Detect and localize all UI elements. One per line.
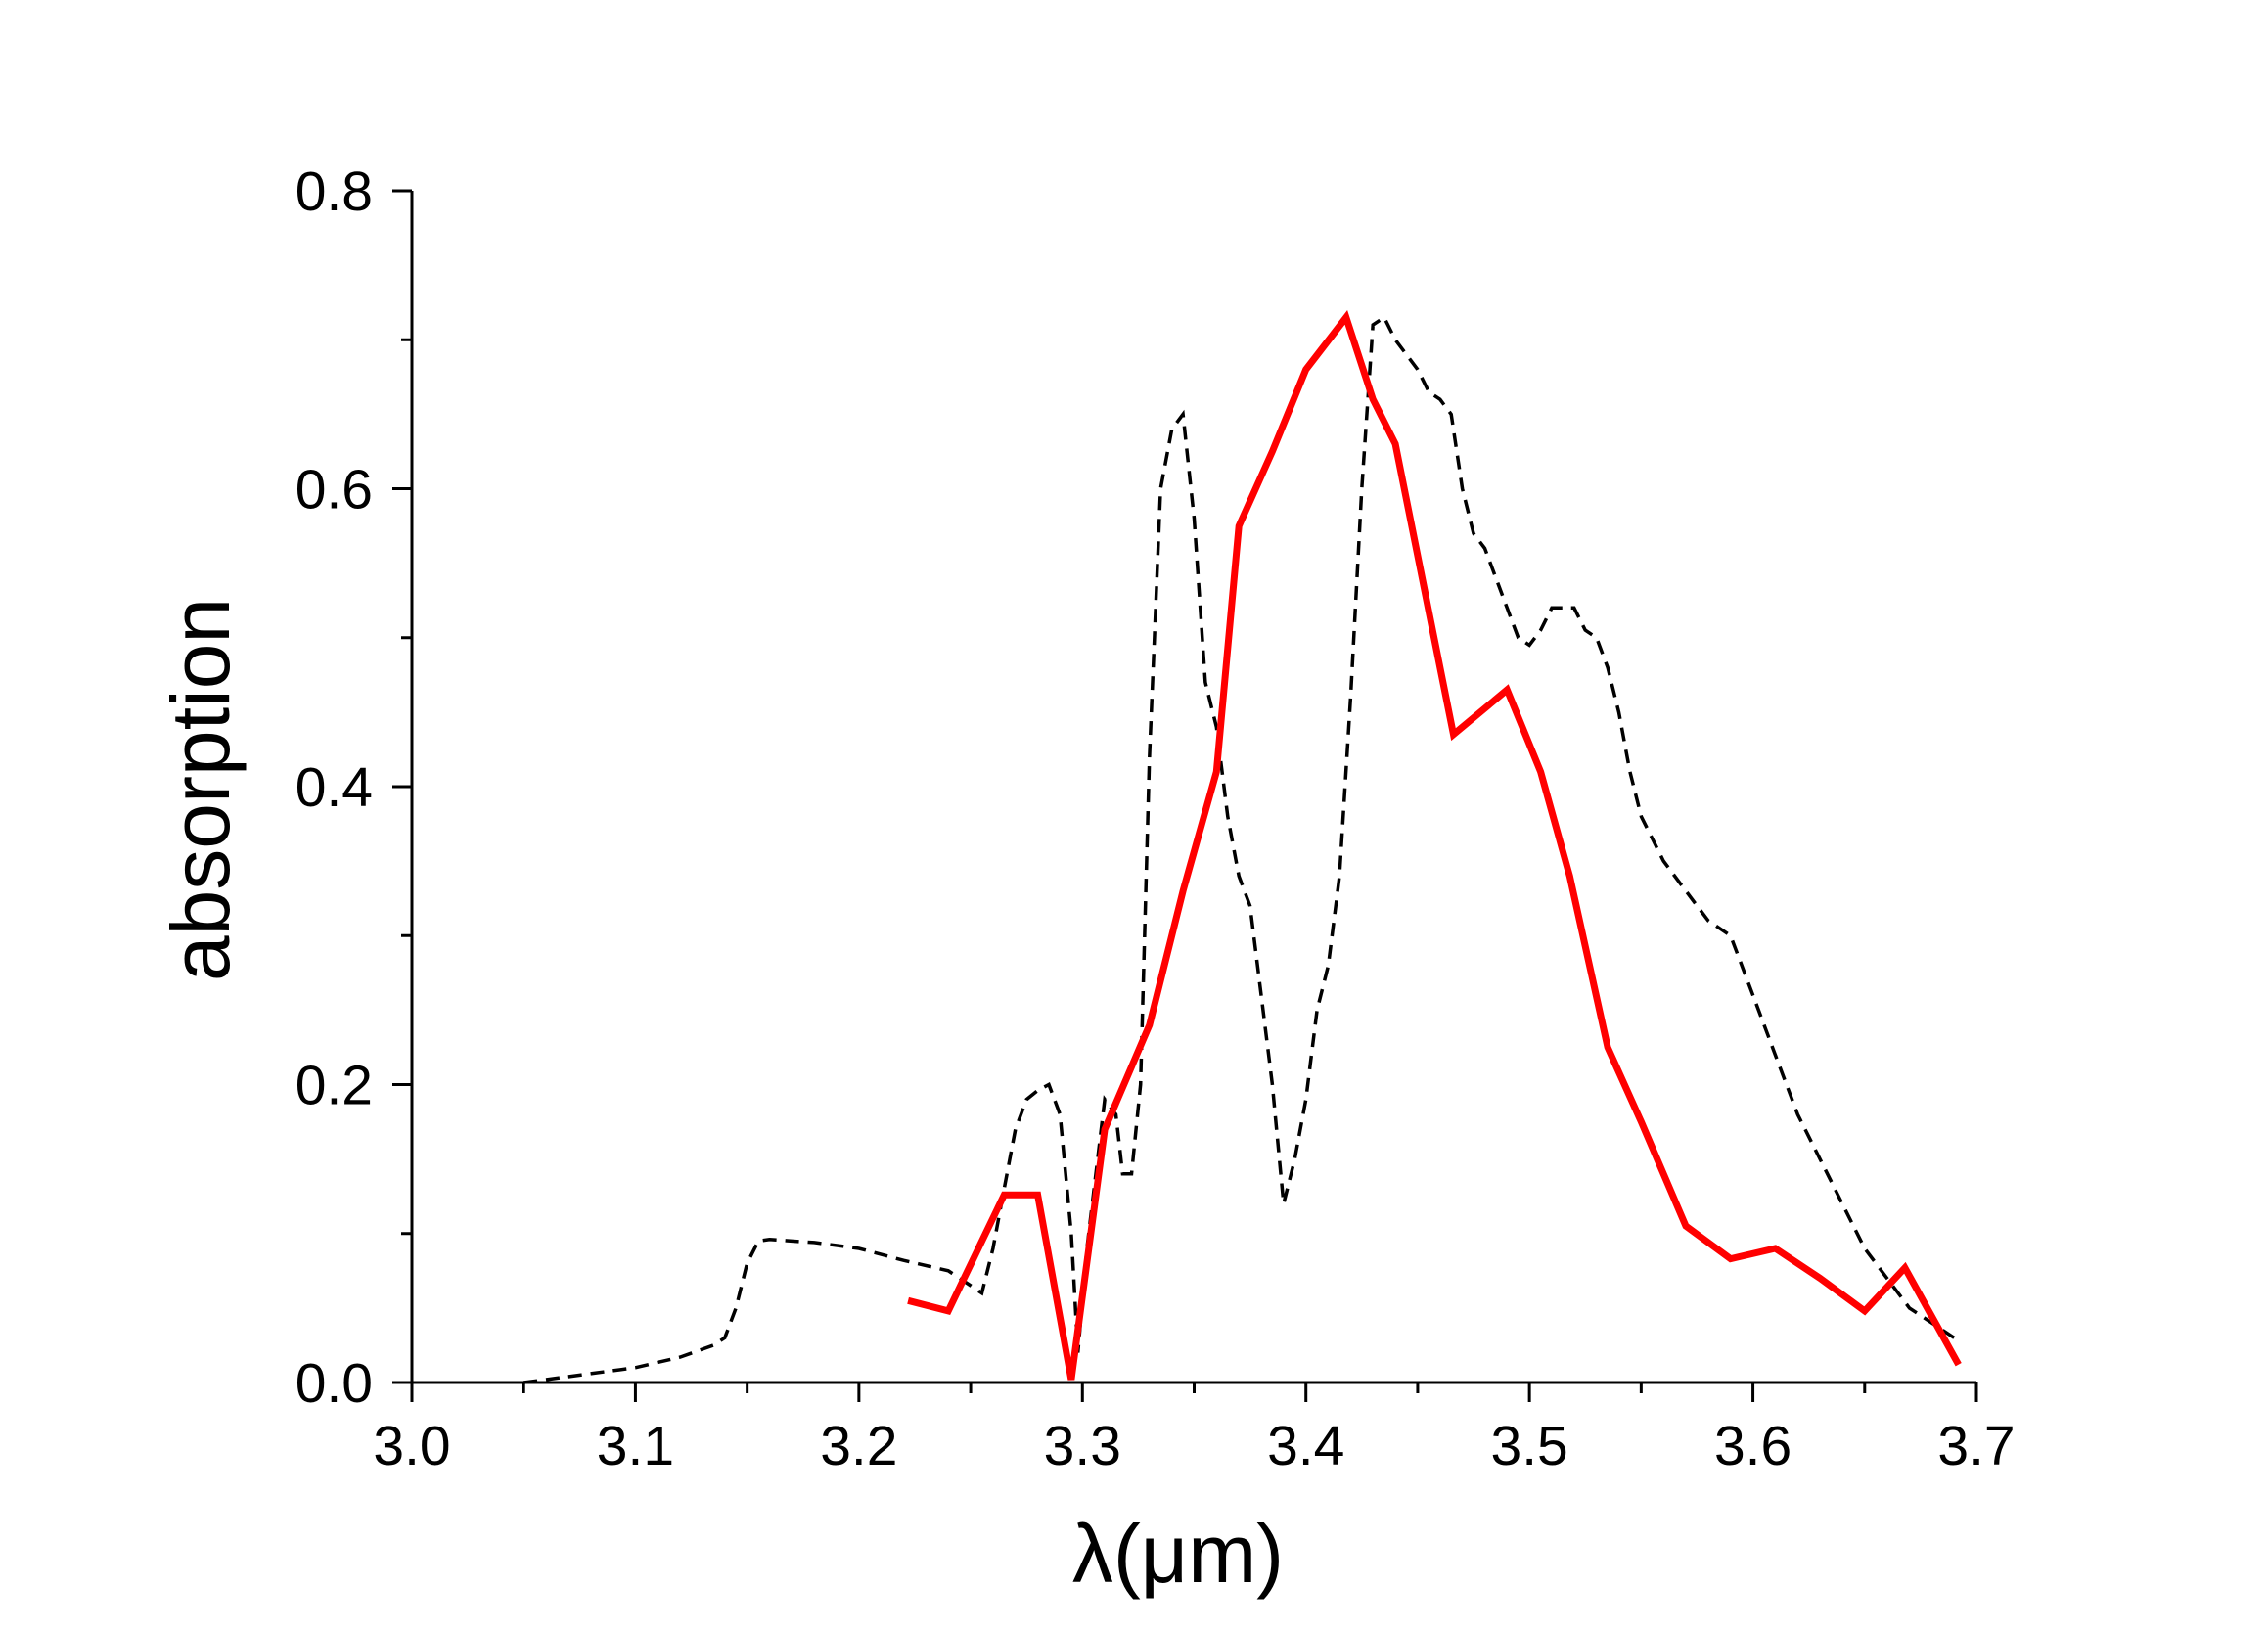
x-tick-label: 3.7: [1937, 1415, 2015, 1477]
x-tick-label: 3.0: [373, 1415, 450, 1477]
y-tick-label: 0.8: [295, 160, 373, 223]
y-tick-label: 0.4: [295, 756, 373, 819]
ticks: [392, 189, 1978, 1402]
y-tick-label: 0.2: [295, 1055, 373, 1117]
x-tick-label: 3.4: [1267, 1415, 1344, 1477]
y-axis-title: absorption: [155, 598, 247, 981]
x-tick-label: 3.6: [1714, 1415, 1792, 1477]
solid-series-line: [907, 310, 1962, 1381]
x-axis-title: λ(μm): [1072, 1508, 1284, 1600]
y-tick-label: 0.0: [295, 1352, 373, 1415]
x-tick-label: 3.5: [1491, 1415, 1568, 1477]
y-tick-label: 0.6: [295, 459, 373, 521]
dashed-series-line: [522, 314, 1956, 1384]
x-tick-label: 3.3: [1044, 1415, 1121, 1477]
axes: [410, 191, 1976, 1384]
x-tick-label: 3.1: [597, 1415, 674, 1477]
x-tick-label: 3.2: [820, 1415, 897, 1477]
series-layer: [522, 310, 1962, 1384]
tick-labels: 3.0 3.1 3.2 3.3 3.4 3.5 3.6 3.7 0.0 0.2 0.4 0.6 0.8: [295, 160, 2016, 1477]
